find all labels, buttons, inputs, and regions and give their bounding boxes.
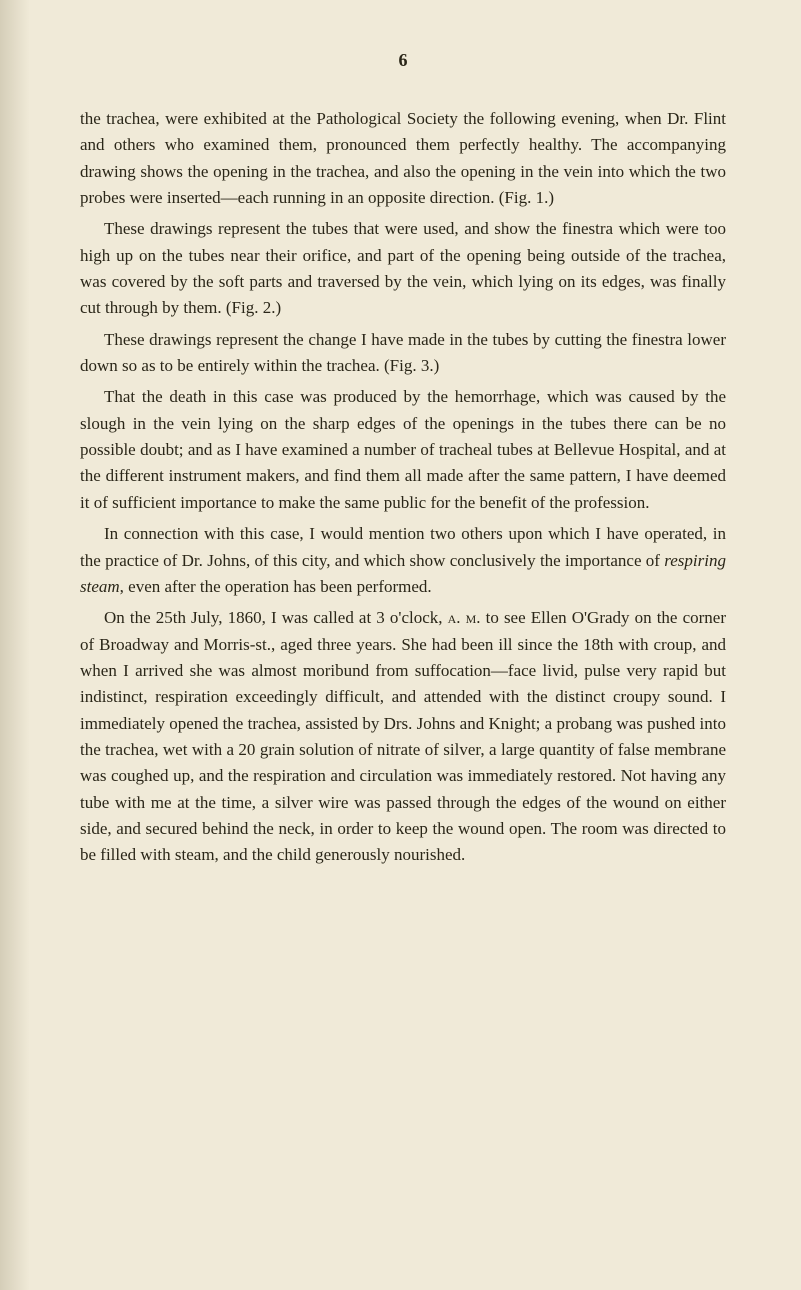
page-shadow (0, 0, 30, 1290)
paragraph-6-text-after: to see Ellen O'Grady on the corner of Br… (80, 608, 726, 864)
page-number: 6 (80, 50, 726, 71)
paragraph-4: That the death in this case was produced… (80, 384, 726, 516)
paragraph-1: the trachea, were exhibited at the Patho… (80, 106, 726, 211)
paragraph-6-small-caps: a. m. (448, 608, 481, 627)
paragraph-5-text-before: In connection with this case, I would me… (80, 524, 726, 569)
paragraph-2: These drawings represent the tubes that … (80, 216, 726, 321)
paragraph-6: On the 25th July, 1860, I was called at … (80, 605, 726, 868)
paragraph-5-text-after: , even after the operation has been perf… (120, 577, 432, 596)
paragraph-5: In connection with this case, I would me… (80, 521, 726, 600)
paragraph-3: These drawings represent the change I ha… (80, 327, 726, 380)
paragraph-6-text-before: On the 25th July, 1860, I was called at … (104, 608, 448, 627)
